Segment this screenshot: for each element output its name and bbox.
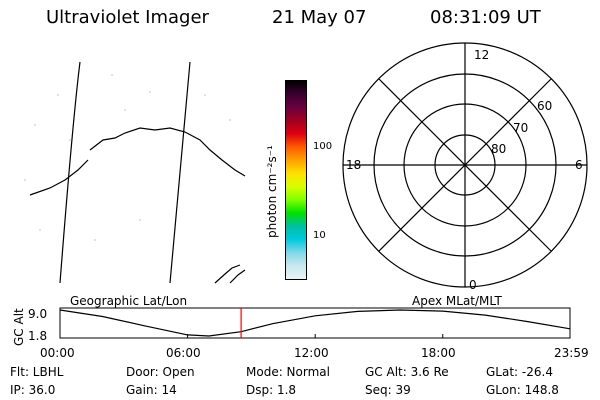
mlt-label-0: 0 <box>469 278 477 292</box>
lat-label-70: 70 <box>513 121 529 135</box>
mlt-label-12: 12 <box>474 48 490 62</box>
status-dsp: Dsp: 1.8 <box>246 383 297 397</box>
meridian-line-1 <box>59 61 81 284</box>
status-gc-alt: GC Alt: 3.6 Re <box>365 365 449 379</box>
polar-ring-80 <box>434 134 496 196</box>
timeline-frame <box>59 307 571 339</box>
timeline-x-tick-1800: 18:00 <box>421 346 456 360</box>
mlt-label-18: 18 <box>346 158 362 172</box>
timeline-x-tick-1200: 12:00 <box>294 346 329 360</box>
colorbar <box>285 80 307 280</box>
status-door: Door: Open <box>126 365 195 379</box>
status-filter: Flt: LBHL <box>10 365 64 379</box>
status-glon: GLon: 148.8 <box>486 383 559 397</box>
lat-label-80: 80 <box>491 142 507 156</box>
coastline-bottom <box>214 264 246 284</box>
polar-diagonal-1 <box>378 78 552 252</box>
status-gain: Gain: 14 <box>126 383 177 397</box>
timeline-y-axis-label: GC Alt <box>12 308 26 346</box>
status-ip: IP: 36.0 <box>10 383 56 397</box>
observation-date: 21 May 07 <box>272 7 367 28</box>
noise-speckles <box>24 74 231 241</box>
coastline-lower <box>29 159 89 196</box>
instrument-title: Ultraviolet Imager <box>46 7 209 28</box>
timeline-x-tick-2359: 23:59 <box>554 346 589 360</box>
lat-label-60: 60 <box>537 99 553 113</box>
gc-alt-series-line <box>59 309 571 337</box>
timeline-x-tick-0600: 06:00 <box>166 346 201 360</box>
polar-ring-60 <box>373 73 557 257</box>
colorbar-label: photon cm⁻²s⁻¹ <box>265 145 279 238</box>
timeline-x-tick-0000: 00:00 <box>40 346 75 360</box>
timeline-y-tick-max: 9.0 <box>28 307 48 321</box>
status-seq: Seq: 39 <box>365 383 411 397</box>
polar-ring-70 <box>403 103 527 227</box>
timeline-right-label: Apex MLat/MLT <box>412 294 502 308</box>
meridian-line-2 <box>169 61 191 284</box>
colorbar-tick-100: 100 <box>313 141 333 152</box>
mlt-label-6: 6 <box>575 158 583 172</box>
observation-time: 08:31:09 UT <box>430 7 541 28</box>
polar-ring-50 <box>342 42 588 288</box>
coastline-upper <box>89 127 246 177</box>
polar-diagonal-2 <box>378 78 552 252</box>
timeline-y-tick-min: 1.8 <box>28 329 48 343</box>
status-glat: GLat: -26.4 <box>486 365 553 379</box>
status-mode: Mode: Normal <box>246 365 330 379</box>
colorbar-tick-10: 10 <box>313 230 326 241</box>
timeline-left-label: Geographic Lat/Lon <box>70 294 188 308</box>
